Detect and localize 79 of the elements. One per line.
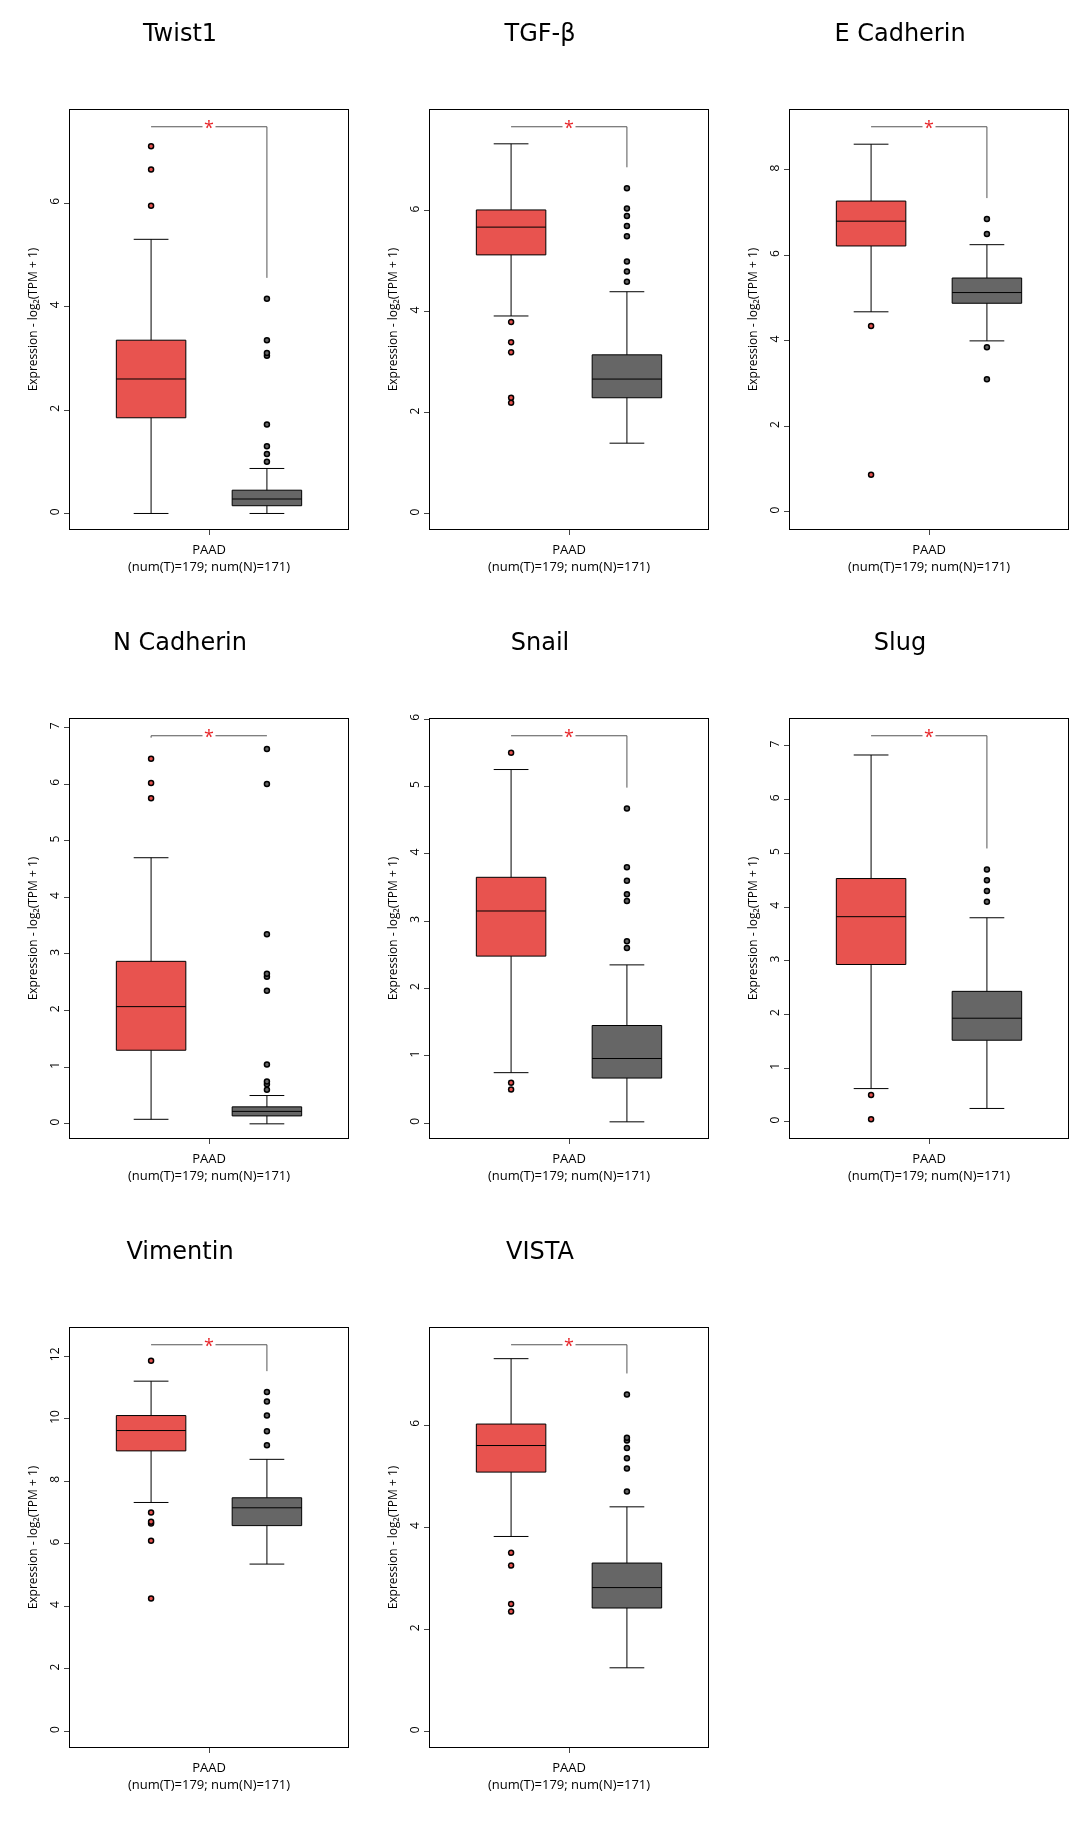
y-tick-label: 2: [406, 1624, 424, 1632]
x-axis-title: PAAD (num(T)=179; num(N)=171): [127, 540, 291, 575]
x-axis-title: PAAD (num(T)=179; num(N)=171): [487, 540, 651, 575]
y-axis-title: Expression - log₂(TPM + 1): [383, 1465, 401, 1610]
x-axis-title: PAAD (num(T)=179; num(N)=171): [847, 1149, 1011, 1184]
chart-title: VISTA: [506, 1237, 575, 1266]
x-axis-title: PAAD (num(T)=179; num(N)=171): [487, 1758, 651, 1793]
annotation: *: [564, 1333, 574, 1357]
y-tick-label: 5: [766, 847, 784, 855]
y-tick-label: 4: [766, 335, 784, 343]
y-tick-label: 6: [46, 1538, 64, 1546]
y-tick-label: 6: [46, 197, 64, 205]
annotation: *: [564, 115, 574, 139]
y-tick-label: 4: [406, 848, 424, 856]
y-tick-label: 2: [46, 1005, 64, 1013]
chart-title: Slug: [873, 628, 927, 657]
y-tick-label: 0: [766, 1116, 784, 1124]
chart-title: Vimentin: [126, 1237, 234, 1266]
y-tick-label: 10: [46, 1409, 64, 1424]
y-axis-title: Expression - log₂(TPM + 1): [23, 856, 41, 1001]
y-tick-label: 0: [46, 508, 64, 516]
y-tick-label: 6: [406, 1419, 424, 1427]
y-tick-label: 8: [46, 1475, 64, 1483]
chart-title: TGF-β: [503, 19, 576, 48]
y-tick-label: 8: [766, 164, 784, 172]
y-tick-label: 0: [766, 506, 784, 514]
annotation: *: [924, 115, 934, 139]
y-axis-title: Expression - log₂(TPM + 1): [743, 856, 761, 1001]
y-tick-label: 4: [766, 901, 784, 909]
y-tick-label: 2: [46, 404, 64, 412]
x-axis-title: PAAD (num(T)=179; num(N)=171): [847, 540, 1011, 575]
y-tick-label: 2: [406, 983, 424, 991]
y-axis-title: Expression - log₂(TPM + 1): [23, 1465, 41, 1610]
annotation: *: [924, 724, 934, 748]
y-tick-label: 6: [766, 794, 784, 802]
x-axis-title: PAAD (num(T)=179; num(N)=171): [127, 1758, 291, 1793]
x-axis-title: PAAD (num(T)=179; num(N)=171): [487, 1149, 651, 1184]
y-tick-label: 6: [406, 713, 424, 721]
chart-title: Twist1: [141, 19, 218, 48]
y-tick-label: 4: [46, 301, 64, 309]
y-tick-label: 0: [406, 508, 424, 516]
y-tick-label: 6: [46, 778, 64, 786]
y-tick-label: 1: [406, 1050, 424, 1058]
y-axis-title: Expression - log₂(TPM + 1): [743, 247, 761, 392]
y-axis-title: Expression - log₂(TPM + 1): [23, 247, 41, 392]
y-tick-label: 3: [46, 948, 64, 956]
y-tick-label: 2: [766, 1009, 784, 1017]
y-tick-label: 3: [766, 955, 784, 963]
y-tick-label: 2: [46, 1663, 64, 1671]
y-tick-label: 0: [46, 1726, 64, 1734]
y-tick-label: 5: [46, 835, 64, 843]
y-tick-label: 4: [406, 306, 424, 314]
chart-title: E Cadherin: [834, 19, 966, 48]
y-tick-label: 2: [766, 421, 784, 429]
chart-title: Snail: [510, 628, 570, 657]
y-tick-label: 1: [766, 1062, 784, 1070]
y-tick-label: 4: [46, 892, 64, 899]
y-tick-label: 3: [406, 915, 424, 923]
annotation: *: [204, 115, 214, 139]
y-tick-label: 1: [46, 1061, 64, 1069]
annotation: *: [204, 724, 214, 748]
y-tick-label: 7: [46, 722, 64, 730]
y-tick-label: 4: [46, 1600, 64, 1608]
y-tick-label: 0: [406, 1117, 424, 1125]
x-axis-title: PAAD (num(T)=179; num(N)=171): [127, 1149, 291, 1184]
y-tick-label: 12: [46, 1347, 64, 1362]
y-tick-label: 0: [406, 1726, 424, 1734]
y-tick-label: 7: [766, 740, 784, 748]
annotation: *: [564, 724, 574, 748]
y-tick-label: 6: [406, 205, 424, 213]
y-tick-label: 4: [406, 1521, 424, 1529]
y-axis-title: Expression - log₂(TPM + 1): [383, 247, 401, 392]
y-axis-title: Expression - log₂(TPM + 1): [383, 856, 401, 1001]
y-tick-label: 6: [766, 250, 784, 258]
y-tick-label: 5: [406, 781, 424, 788]
y-tick-label: 0: [46, 1118, 64, 1126]
y-tick-label: 2: [406, 407, 424, 415]
annotation: *: [204, 1333, 214, 1357]
chart-title: N Cadherin: [112, 628, 248, 657]
